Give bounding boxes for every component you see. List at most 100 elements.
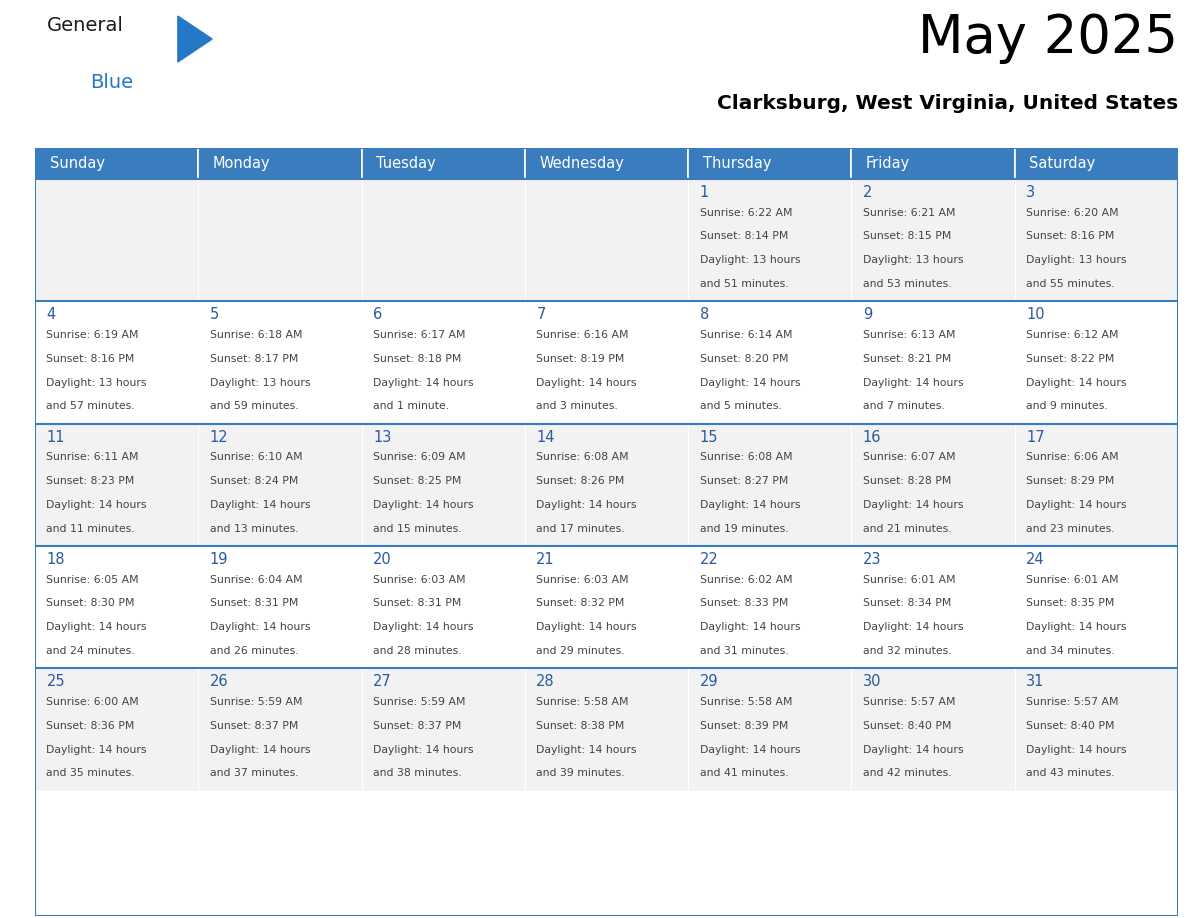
Text: Thursday: Thursday bbox=[703, 156, 771, 171]
Text: and 31 minutes.: and 31 minutes. bbox=[700, 646, 788, 656]
Text: Sunset: 8:39 PM: Sunset: 8:39 PM bbox=[700, 721, 788, 731]
Text: 15: 15 bbox=[700, 430, 718, 444]
Bar bbox=[1015, 148, 1178, 179]
Text: Daylight: 14 hours: Daylight: 14 hours bbox=[700, 744, 800, 755]
Text: Sunset: 8:29 PM: Sunset: 8:29 PM bbox=[1026, 476, 1114, 486]
Text: Sunrise: 6:12 AM: Sunrise: 6:12 AM bbox=[1026, 330, 1119, 340]
Text: Sunset: 8:14 PM: Sunset: 8:14 PM bbox=[700, 231, 788, 241]
Text: 27: 27 bbox=[373, 675, 392, 689]
Bar bbox=[525, 179, 688, 301]
Text: and 15 minutes.: and 15 minutes. bbox=[373, 524, 462, 533]
Text: and 41 minutes.: and 41 minutes. bbox=[700, 768, 788, 778]
Text: Daylight: 14 hours: Daylight: 14 hours bbox=[536, 377, 637, 387]
Text: Sunrise: 6:20 AM: Sunrise: 6:20 AM bbox=[1026, 207, 1119, 218]
Bar bbox=[852, 179, 1015, 301]
Bar bbox=[852, 423, 1015, 546]
Text: Wednesday: Wednesday bbox=[539, 156, 625, 171]
Text: and 5 minutes.: and 5 minutes. bbox=[700, 401, 782, 411]
Text: Daylight: 14 hours: Daylight: 14 hours bbox=[700, 500, 800, 509]
Text: Sunset: 8:16 PM: Sunset: 8:16 PM bbox=[46, 353, 134, 364]
Text: and 21 minutes.: and 21 minutes. bbox=[862, 524, 952, 533]
Text: and 59 minutes.: and 59 minutes. bbox=[210, 401, 298, 411]
Text: Blue: Blue bbox=[90, 73, 133, 93]
Bar bbox=[852, 148, 1015, 179]
Text: and 13 minutes.: and 13 minutes. bbox=[210, 524, 298, 533]
Text: Sunset: 8:34 PM: Sunset: 8:34 PM bbox=[862, 599, 952, 609]
Bar bbox=[198, 668, 361, 790]
Text: Sunset: 8:23 PM: Sunset: 8:23 PM bbox=[46, 476, 134, 486]
Bar bbox=[688, 546, 852, 668]
Text: Sunset: 8:32 PM: Sunset: 8:32 PM bbox=[536, 599, 625, 609]
Text: and 35 minutes.: and 35 minutes. bbox=[46, 768, 135, 778]
Text: 2: 2 bbox=[862, 185, 872, 200]
Text: 21: 21 bbox=[536, 552, 555, 567]
Text: Sunset: 8:25 PM: Sunset: 8:25 PM bbox=[373, 476, 461, 486]
Text: Sunrise: 6:14 AM: Sunrise: 6:14 AM bbox=[700, 330, 792, 340]
Bar bbox=[1015, 546, 1178, 668]
Text: Sunset: 8:30 PM: Sunset: 8:30 PM bbox=[46, 599, 135, 609]
Text: Daylight: 14 hours: Daylight: 14 hours bbox=[536, 500, 637, 509]
Text: 3: 3 bbox=[1026, 185, 1035, 200]
Text: 11: 11 bbox=[46, 430, 65, 444]
Bar bbox=[525, 301, 688, 423]
Text: 28: 28 bbox=[536, 675, 555, 689]
Text: Saturday: Saturday bbox=[1030, 156, 1095, 171]
Text: Friday: Friday bbox=[866, 156, 910, 171]
Bar bbox=[361, 668, 525, 790]
Text: Daylight: 14 hours: Daylight: 14 hours bbox=[373, 377, 474, 387]
Text: and 28 minutes.: and 28 minutes. bbox=[373, 646, 462, 656]
Text: Sunset: 8:31 PM: Sunset: 8:31 PM bbox=[210, 599, 298, 609]
Text: Daylight: 13 hours: Daylight: 13 hours bbox=[862, 255, 963, 265]
Text: Tuesday: Tuesday bbox=[377, 156, 436, 171]
Text: Sunrise: 6:18 AM: Sunrise: 6:18 AM bbox=[210, 330, 302, 340]
Text: Sunrise: 6:09 AM: Sunrise: 6:09 AM bbox=[373, 453, 466, 462]
Bar bbox=[1015, 301, 1178, 423]
Text: Sunset: 8:24 PM: Sunset: 8:24 PM bbox=[210, 476, 298, 486]
Bar bbox=[1015, 179, 1178, 301]
Text: 18: 18 bbox=[46, 552, 65, 567]
Text: Daylight: 14 hours: Daylight: 14 hours bbox=[700, 377, 800, 387]
Text: and 11 minutes.: and 11 minutes. bbox=[46, 524, 135, 533]
Text: 31: 31 bbox=[1026, 675, 1044, 689]
Bar bbox=[688, 423, 852, 546]
Text: Daylight: 14 hours: Daylight: 14 hours bbox=[700, 622, 800, 633]
Text: 30: 30 bbox=[862, 675, 881, 689]
Bar bbox=[852, 668, 1015, 790]
Text: Daylight: 14 hours: Daylight: 14 hours bbox=[373, 622, 474, 633]
Text: Sunrise: 6:10 AM: Sunrise: 6:10 AM bbox=[210, 453, 302, 462]
Text: and 23 minutes.: and 23 minutes. bbox=[1026, 524, 1114, 533]
Text: Sunrise: 6:07 AM: Sunrise: 6:07 AM bbox=[862, 453, 955, 462]
Bar bbox=[34, 423, 198, 546]
Text: 14: 14 bbox=[536, 430, 555, 444]
Bar bbox=[1015, 423, 1178, 546]
Text: Sunrise: 6:06 AM: Sunrise: 6:06 AM bbox=[1026, 453, 1119, 462]
Text: and 26 minutes.: and 26 minutes. bbox=[210, 646, 298, 656]
Text: and 34 minutes.: and 34 minutes. bbox=[1026, 646, 1114, 656]
Text: 7: 7 bbox=[536, 308, 545, 322]
Text: Sunset: 8:33 PM: Sunset: 8:33 PM bbox=[700, 599, 788, 609]
Text: Sunrise: 6:05 AM: Sunrise: 6:05 AM bbox=[46, 575, 139, 585]
Text: and 38 minutes.: and 38 minutes. bbox=[373, 768, 462, 778]
Text: Clarksburg, West Virginia, United States: Clarksburg, West Virginia, United States bbox=[716, 94, 1178, 113]
Bar bbox=[361, 546, 525, 668]
Text: 1: 1 bbox=[700, 185, 709, 200]
Text: 16: 16 bbox=[862, 430, 881, 444]
Text: and 17 minutes.: and 17 minutes. bbox=[536, 524, 625, 533]
Text: and 9 minutes.: and 9 minutes. bbox=[1026, 401, 1108, 411]
Bar bbox=[525, 148, 688, 179]
Text: Daylight: 14 hours: Daylight: 14 hours bbox=[1026, 622, 1126, 633]
Text: Sunset: 8:37 PM: Sunset: 8:37 PM bbox=[210, 721, 298, 731]
Text: and 55 minutes.: and 55 minutes. bbox=[1026, 279, 1114, 289]
Text: Sunrise: 6:01 AM: Sunrise: 6:01 AM bbox=[862, 575, 955, 585]
Text: Sunset: 8:38 PM: Sunset: 8:38 PM bbox=[536, 721, 625, 731]
Text: Daylight: 14 hours: Daylight: 14 hours bbox=[210, 744, 310, 755]
Text: Daylight: 14 hours: Daylight: 14 hours bbox=[862, 500, 963, 509]
Text: Monday: Monday bbox=[213, 156, 271, 171]
Bar bbox=[1015, 668, 1178, 790]
Text: Daylight: 14 hours: Daylight: 14 hours bbox=[373, 744, 474, 755]
Text: Sunset: 8:18 PM: Sunset: 8:18 PM bbox=[373, 353, 461, 364]
Text: and 57 minutes.: and 57 minutes. bbox=[46, 401, 135, 411]
Bar bbox=[852, 301, 1015, 423]
Text: Sunset: 8:36 PM: Sunset: 8:36 PM bbox=[46, 721, 134, 731]
Text: and 32 minutes.: and 32 minutes. bbox=[862, 646, 952, 656]
